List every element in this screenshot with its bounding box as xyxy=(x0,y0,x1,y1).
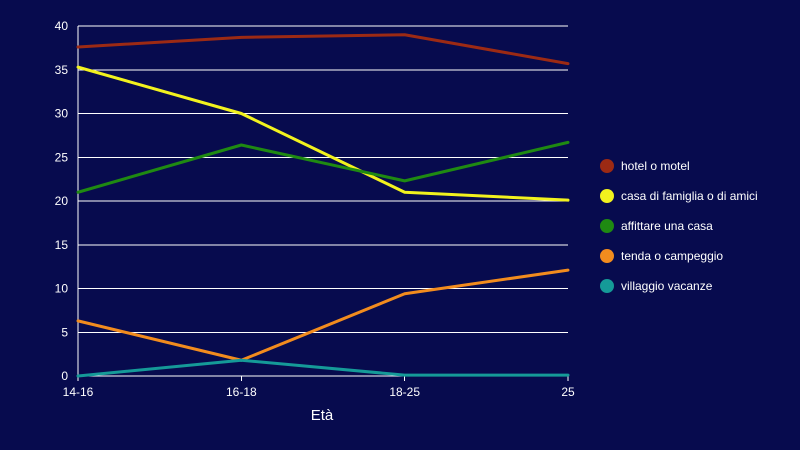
y-tick-label-40: 40 xyxy=(55,19,69,33)
y-tick-label-35: 35 xyxy=(55,63,69,77)
legend: hotel o motel casa di famiglia o di amici… xyxy=(600,159,758,293)
x-tick-label-3: 25 xyxy=(561,385,575,399)
series-line-0 xyxy=(76,33,570,66)
x-tick-label-0: 14-16 xyxy=(63,385,94,399)
x-axis-title: Età xyxy=(311,407,334,424)
y-tick-label-15: 15 xyxy=(55,238,69,252)
x-tick-label-2: 18-25 xyxy=(389,385,420,399)
y-tick-label-30: 30 xyxy=(55,107,69,121)
legend-label-1: casa di famiglia o di amici xyxy=(621,189,758,203)
legend-marker-3 xyxy=(600,249,614,263)
axes: 0 5 10 15 20 25 30 35 40 14-16 16-18 18-25 25 xyxy=(55,19,575,399)
y-tick-label-0: 0 xyxy=(61,369,68,383)
x-tick-label-1: 16-18 xyxy=(226,385,257,399)
series-lines xyxy=(76,33,570,378)
series-line-2 xyxy=(76,140,570,194)
y-tick-label-10: 10 xyxy=(55,282,69,296)
legend-label-4: villaggio vacanze xyxy=(621,279,713,293)
series-line-4 xyxy=(76,358,570,378)
grid-lines xyxy=(78,25,568,377)
y-tick-label-25: 25 xyxy=(55,150,69,164)
legend-label-0: hotel o motel xyxy=(621,159,690,173)
legend-marker-2 xyxy=(600,219,614,233)
legend-marker-1 xyxy=(600,189,614,203)
y-tick-label-5: 5 xyxy=(61,325,68,339)
legend-label-2: affittare una casa xyxy=(621,219,713,233)
legend-marker-4 xyxy=(600,279,614,293)
legend-label-3: tenda o campeggio xyxy=(621,249,723,263)
y-tick-label-20: 20 xyxy=(55,194,69,208)
series-line-3 xyxy=(76,268,570,362)
series-line-1 xyxy=(76,65,570,202)
legend-marker-0 xyxy=(600,159,614,173)
